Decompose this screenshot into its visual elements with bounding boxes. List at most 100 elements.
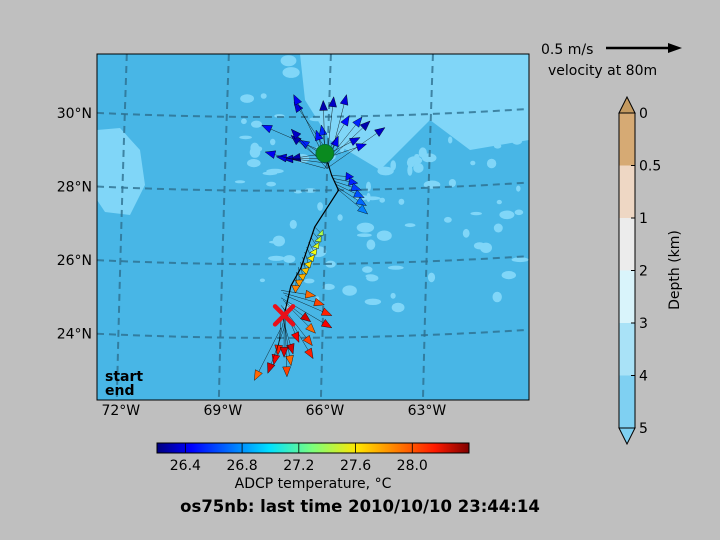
bathy-patch (404, 223, 416, 228)
temp-tick-label: 27.2 (283, 458, 314, 474)
bathy-patch (239, 135, 252, 140)
velocity-arrow (294, 266, 304, 288)
bathy-patch (448, 179, 456, 187)
depth-tick-label: 0.5 (639, 159, 661, 175)
bathy-patch (367, 120, 383, 126)
bathy-patch (387, 265, 404, 270)
bathy-patch (427, 272, 436, 283)
bathy-patch (405, 91, 420, 101)
bathy-patch (361, 149, 374, 160)
velocity-arrow (298, 139, 330, 159)
map-gridlines (97, 54, 529, 400)
bathy-patch (407, 156, 423, 165)
velocity-arrow (297, 261, 307, 282)
bathy-patch (391, 127, 401, 133)
depth-colorbar: 0 0.5 1 2 3 4 5 (618, 95, 661, 446)
map-panel: 72°W 69°W 66°W 63°W 30°N28°N26°N24°N start … (57, 53, 530, 419)
velocity-scale-arrowhead (668, 43, 682, 53)
velocity-arrow (308, 241, 318, 256)
bathy-patch (379, 69, 388, 77)
bathy-patch (379, 197, 386, 203)
velocity-arrow (280, 305, 313, 347)
velocity-arrow (326, 127, 386, 169)
velocity-arrow (284, 302, 316, 334)
bathy-patch (362, 266, 373, 273)
bathy-patch (425, 76, 437, 82)
depth-colorbar-band (619, 113, 635, 166)
depth-colorbar-top-arrow (618, 95, 636, 114)
bathy-patch (396, 63, 406, 69)
velocity-arrow (328, 116, 363, 159)
bathy-patch (391, 302, 405, 313)
bathy-patch (280, 55, 297, 67)
lon-tick-label: 72°W (101, 403, 140, 419)
bathy-patch (247, 159, 261, 168)
bathy-patch (395, 138, 402, 148)
bathy-patch (511, 257, 529, 263)
velocity-arrow (282, 317, 291, 378)
bathy-patch (353, 127, 358, 135)
bathy-patch (234, 180, 246, 184)
legend-start-label: start (105, 369, 143, 385)
temp-tick-label: 26.4 (170, 458, 201, 474)
lon-ticks: 72°W 69°W 66°W 63°W (101, 403, 446, 419)
velocity-arrow (326, 96, 337, 159)
velocity-arrow (324, 120, 371, 164)
velocity-arrow (275, 153, 329, 164)
bathy-patch (417, 82, 423, 88)
lat-ticks: 30°N 28°N 26°N 24°N (57, 106, 92, 343)
end-x-mark (272, 304, 296, 327)
velocity-arrow (282, 315, 294, 367)
velocity-arrow (326, 115, 350, 154)
bathy-patch (398, 198, 405, 205)
parallel-line (97, 181, 529, 192)
temperature-colorbar: 26.4 26.8 27.2 27.6 28.0 (156, 442, 470, 474)
bathy-patch (444, 216, 452, 223)
velocity-arrow (289, 153, 325, 162)
depth-tick-label: 1 (639, 211, 648, 227)
bathy-patch (365, 274, 376, 278)
bathy-patch (304, 188, 317, 193)
depth-tick-label: 0 (639, 106, 648, 122)
velocity-arrow (328, 137, 361, 154)
meridian-line (319, 54, 332, 400)
velocity-arrow (324, 143, 368, 159)
bathy-patch (466, 92, 473, 96)
temp-tick-label: 28.0 (397, 458, 428, 474)
depth-tick-label: 2 (639, 264, 648, 280)
velocity-arrow (306, 246, 315, 262)
bathy-patch (390, 292, 396, 299)
bathy-patch (358, 75, 377, 83)
bathy-patch (501, 271, 516, 280)
lon-tick-label: 69°W (204, 403, 243, 419)
bathy-patch (486, 158, 497, 169)
bathy-patch (511, 137, 523, 145)
bathy-patch (251, 120, 262, 128)
bathy-patch (303, 278, 315, 284)
velocity-arrow (336, 184, 365, 198)
bathy-patch (470, 160, 476, 166)
bathy-patch (241, 118, 247, 125)
bathy-patch (337, 214, 343, 221)
bathy-patch (356, 222, 375, 233)
depth-tick-label: 4 (639, 369, 648, 385)
velocity-arrow (282, 154, 327, 164)
bathy-patch (364, 298, 382, 305)
lat-tick-label: 28°N (57, 180, 92, 196)
bathy-patch (462, 228, 470, 238)
velocity-arrow (254, 327, 282, 381)
velocity-scale-caption: velocity at 80m (548, 63, 657, 79)
velocity-arrow (281, 289, 317, 299)
bathy-patch (476, 101, 486, 108)
bathy-patch (317, 202, 323, 211)
velocity-arrow (282, 307, 314, 360)
legend-end-label: end (105, 383, 134, 399)
meridian-line (421, 54, 434, 400)
velocity-arrow (303, 251, 313, 269)
bathy-patch (496, 199, 502, 205)
temp-tick-label: 26.8 (227, 458, 258, 474)
temperature-colorbar-ticks: 26.4 26.8 27.2 27.6 28.0 (170, 443, 428, 474)
depth-colorbar-band (619, 270, 635, 323)
velocity-arrow (339, 190, 369, 215)
bathy-patch (516, 185, 521, 192)
